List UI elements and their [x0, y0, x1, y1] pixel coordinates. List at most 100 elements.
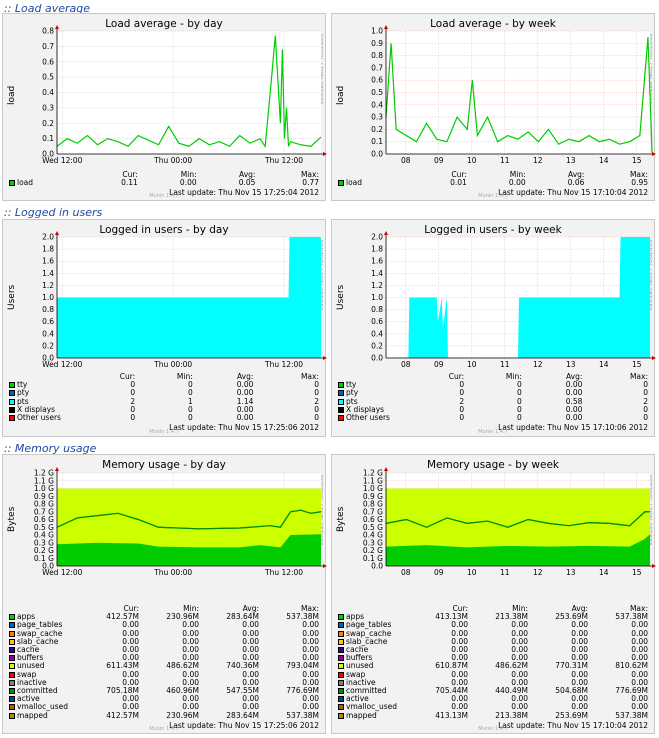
legend-max: 0.00 [631, 677, 648, 687]
legend-max: 537.38M [286, 612, 319, 622]
legend-cur: 0.00 [122, 694, 139, 704]
section-title-users[interactable]: :: Logged in users [4, 206, 103, 219]
mem-week-graph[interactable]: Memory usage - by weekRRDTOOL / TOBI OET… [331, 454, 656, 734]
y-tick-label: 1.2 G [34, 469, 54, 478]
legend: Cur: Min: Avg: Max: apps 412.57M 230.96M 283.64… [9, 604, 319, 720]
legend-cur: 413.13M [435, 612, 468, 622]
legend-row: vmalloc_used 0.00 0.00 0.00 0.00 [9, 703, 319, 711]
legend-swatch [9, 622, 15, 629]
plot-svg: 0.00.1 G0.2 G0.3 G0.4 G0.5 G0.6 G0.7 G0.… [363, 467, 656, 577]
x-tick-label: 09 [434, 156, 444, 165]
legend-name: unused [346, 661, 374, 671]
plot-svg: 0.0 0.1 0.2 0.3 0.4 0.5 0.6 0.7 0.8 Wed 12:00 Thu … [42, 25, 327, 165]
series-area-apps-front [386, 534, 650, 566]
legend-name: pts [17, 396, 29, 406]
legend-row: page_tables 0.00 0.00 0.00 0.00 [338, 621, 648, 629]
legend-min: 0.00 [182, 620, 199, 630]
y-tick-label: 0.2 G [363, 546, 383, 555]
x-tick-label: 10 [467, 156, 477, 165]
legend-cur: 0.00 [451, 702, 468, 712]
legend-cur: 0 [459, 380, 465, 390]
x-tick-label: 09 [434, 360, 444, 369]
legend-name: cache [346, 645, 369, 655]
legend-name: slab_cache [17, 636, 59, 646]
x-tick-label: 09 [434, 568, 444, 577]
legend-min: 0 [516, 380, 522, 390]
x-axis-arrow [323, 564, 327, 568]
munin-version: Munin 1.4.7 [149, 726, 179, 732]
legend-swatch [9, 638, 15, 645]
users-day-graph[interactable]: Logged in users - by dayRRDTOOL / TOBI O… [2, 219, 327, 437]
y-tick-label: 0.4 G [34, 531, 54, 540]
legend-row: load 0.01 0.00 0.06 0.95 [338, 178, 648, 188]
y-tick-label: 0.5 G [363, 523, 383, 532]
y-tick-label: 1.0 [371, 293, 383, 302]
legend-swatch [338, 614, 344, 621]
legend-cur: 0.00 [122, 628, 139, 638]
x-tick-label: 11 [500, 360, 510, 369]
legend-cur: 413.13M [435, 710, 468, 720]
y-tick-label: 0.2 [42, 341, 54, 350]
legend-name: swap_cache [17, 628, 63, 638]
users-week-graph[interactable]: Logged in users - by weekRRDTOOL / TOBI … [331, 219, 656, 437]
legend-min: 0.00 [182, 694, 199, 704]
legend-row: swap 0.00 0.00 0.00 0.00 [338, 670, 648, 679]
y-tick-label: 0.5 G [34, 523, 54, 532]
legend-swatch [9, 398, 15, 405]
legend-name: committed [346, 686, 387, 696]
munin-version: Munin 1.4.7 [149, 193, 179, 199]
legend-avg: 770.31M [555, 661, 588, 671]
y-tick-label: 0.8 G [363, 500, 383, 509]
x-tick-label: Wed 12:00 [42, 568, 83, 577]
x-tick-label: 14 [599, 360, 609, 369]
legend-row: active 0.00 0.00 0.00 0.00 [9, 695, 319, 703]
legend-name: pty [17, 388, 30, 398]
y-tick-label: 0.6 [371, 76, 383, 85]
legend-avg: 0.06 [567, 178, 585, 188]
load-day-graph[interactable]: Load average - by dayRRDTOOL / TOBI OETI… [2, 13, 327, 201]
plot-svg: 0.0 0.2 0.4 0.6 0.8 1.0 1.2 1.4 1.6 1.8 2.0 08 09 10 1… [371, 231, 656, 369]
y-tick-label: 0.4 [371, 329, 383, 338]
legend-min: 0.00 [182, 677, 199, 687]
legend-header: Max: [300, 170, 319, 179]
legend-header: Min: [505, 372, 522, 381]
legend-max: 0.00 [631, 702, 648, 712]
y-tick-label: 1.8 [371, 245, 383, 254]
legend: Cur: Min: Avg: Max: load 0.11 0.00 0.05 0.77 [9, 170, 319, 187]
y-tick-label: 0.7 G [363, 507, 383, 516]
legend-header: Cur: [119, 372, 136, 381]
legend-max: 810.62M [615, 661, 648, 671]
series-line-load [385, 37, 653, 153]
legend-row: unused 610.87M 486.62M 770.31M 810.62M [338, 662, 648, 670]
legend-swatch [338, 663, 344, 670]
load-week-graph[interactable]: Load average - by weekRRDTOOL / TOBI OET… [331, 13, 656, 201]
section-title-load[interactable]: :: Load average [4, 2, 91, 15]
legend-min: 0.00 [511, 677, 528, 687]
legend-min: 486.62M [166, 661, 199, 671]
legend-cur: 705.44M [435, 686, 468, 696]
y-tick-label: 0.0 [371, 562, 383, 571]
legend-row: swap 0.00 0.00 0.00 0.00 [9, 670, 319, 679]
plot-svg: 0.00.1 G0.2 G0.3 G0.4 G0.5 G0.6 G0.7 G0.… [34, 467, 327, 577]
x-tick-label: 12 [533, 568, 543, 577]
legend-cur: 0.00 [451, 645, 468, 655]
section-title-memory[interactable]: :: Memory usage [4, 442, 97, 455]
y-tick-label: 1.2 G [363, 469, 383, 478]
legend-row: swap_cache 0.00 0.00 0.00 0.00 [338, 629, 648, 638]
legend-cur: 610.87M [435, 661, 468, 671]
legend-name: cache [17, 645, 40, 655]
legend-header: Min: [183, 604, 199, 613]
legend-name: pty [346, 388, 359, 398]
legend-avg: 0.00 [242, 628, 259, 638]
legend-min: 0.00 [182, 702, 199, 712]
y-tick-label: 0.4 [42, 329, 54, 338]
last-update: Last update: Thu Nov 15 17:10:04 2012 [498, 720, 648, 730]
mem-day-graph[interactable]: Memory usage - by dayRRDTOOL / TOBI OETI… [2, 454, 327, 734]
graph-title: Memory usage - by week [427, 459, 559, 471]
legend: Cur: Min: Avg: Max: load 0.01 0.00 0.06 0.95 [338, 170, 648, 188]
legend-min: 0.00 [511, 653, 528, 663]
last-update: Last update: Thu Nov 15 17:10:04 2012 [498, 188, 648, 198]
legend-avg: 0.58 [565, 396, 583, 406]
legend-name: slab_cache [346, 636, 388, 646]
legend-row: tty 0 0 0.00 0 [338, 380, 648, 390]
